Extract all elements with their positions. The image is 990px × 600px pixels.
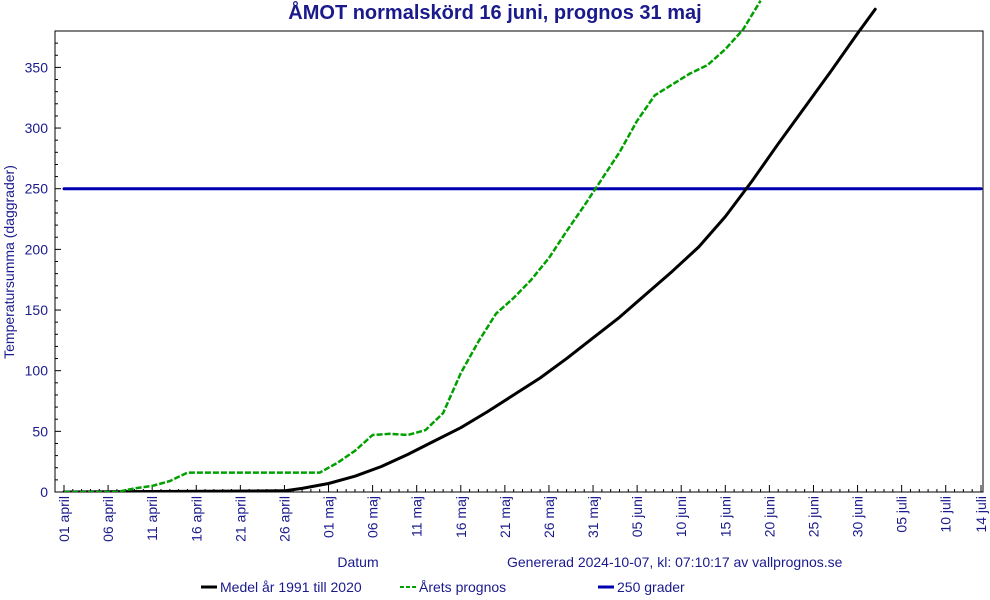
x-tick-label: 14 juli: [973, 496, 989, 533]
x-tick-label: 16 maj: [453, 496, 469, 538]
legend-swatch-forecast: [400, 586, 416, 588]
x-tick-label: 30 juni: [850, 496, 866, 537]
x-tick-label: 01 april: [56, 496, 72, 542]
x-axis: 01 april 06 april 11 april 16 april 21 april…: [56, 485, 989, 542]
x-tick-label: 21 maj: [497, 496, 513, 538]
x-tick-label: 06 maj: [365, 496, 381, 538]
y-tick-label: 150: [25, 302, 49, 318]
y-axis-label: Temperatursumma (daggrader): [1, 165, 17, 359]
x-tick-label: 31 maj: [585, 496, 601, 538]
y-tick-label: 200: [25, 241, 49, 257]
legend-item-mean: Medel år 1991 till 2020: [201, 579, 362, 595]
y-tick-label: 250: [25, 181, 49, 197]
legend-swatch-threshold: [598, 585, 614, 589]
x-tick-label: 16 april: [188, 496, 204, 542]
x-tick-label: 10 juli: [938, 496, 954, 533]
legend-label-threshold: 250 grader: [617, 579, 685, 595]
x-tick-label: 10 juni: [673, 496, 689, 537]
x-tick-label: 06 april: [100, 496, 116, 542]
legend-item-forecast: Årets prognos: [400, 579, 506, 595]
x-tick-label: 26 april: [276, 496, 292, 542]
x-tick-label: 11 april: [144, 496, 160, 541]
y-tick-label: 0: [40, 484, 48, 500]
legend-swatch-mean: [201, 585, 217, 589]
x-tick-label: 25 juni: [805, 496, 821, 537]
x-tick-label: 26 maj: [541, 496, 557, 538]
legend-item-threshold: 250 grader: [598, 579, 685, 595]
y-axis: 0 50 100 150 200 250 300 350: [25, 42, 61, 500]
legend-label-mean: Medel år 1991 till 2020: [220, 579, 362, 595]
y-tick-label: 100: [25, 363, 49, 379]
x-tick-label: 05 juli: [894, 496, 910, 533]
y-tick-label: 300: [25, 120, 49, 136]
x-tick-label: 01 maj: [321, 496, 337, 538]
legend-label-forecast: Årets prognos: [419, 579, 507, 595]
y-tick-label: 50: [32, 423, 48, 439]
x-axis-label: Datum: [337, 554, 379, 570]
plot-area: [54, 30, 984, 493]
chart-title: ÅMOT normalskörd 16 juni, prognos 31 maj: [288, 2, 702, 24]
x-tick-label: 11 maj: [409, 496, 425, 537]
series-line-mean: [62, 7, 877, 492]
x-tick-label: 05 juni: [629, 496, 645, 537]
x-tick-label: 15 juni: [717, 496, 733, 537]
x-tick-label: 21 april: [232, 496, 248, 542]
generated-annotation: Genererad 2024-10-07, kl: 07:10:17 av va…: [507, 554, 843, 570]
series-line-forecast: [64, 0, 762, 492]
x-tick-label: 20 juni: [761, 496, 777, 537]
y-tick-label: 350: [25, 59, 49, 75]
